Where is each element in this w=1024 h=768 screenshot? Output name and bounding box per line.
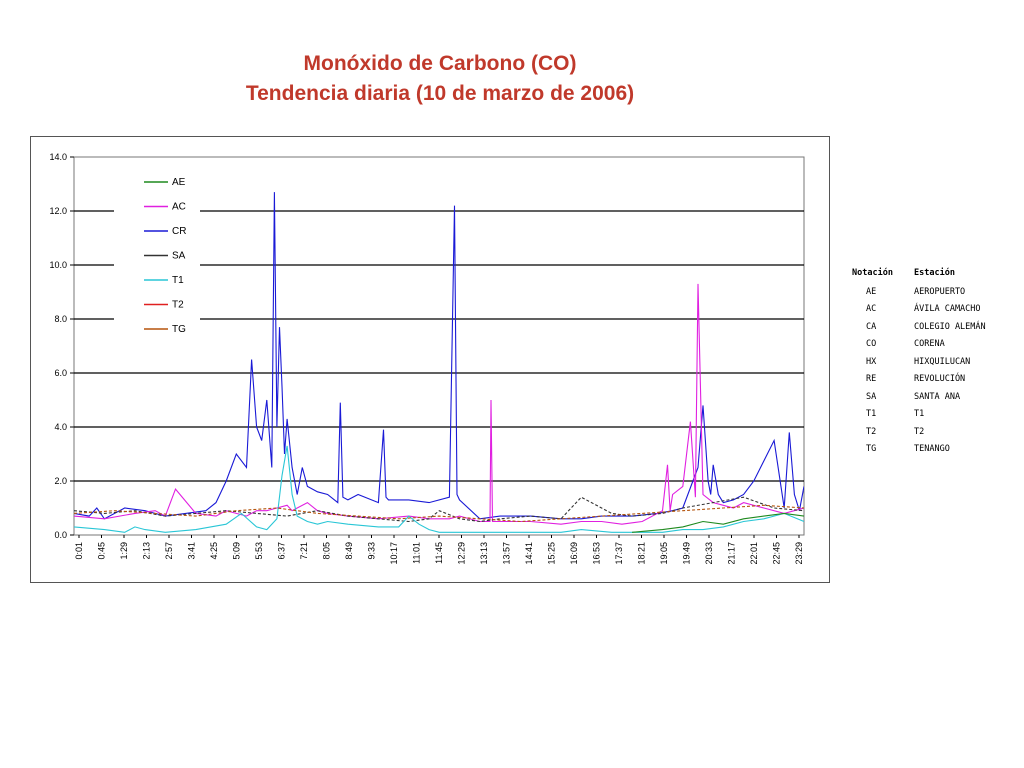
x-tick-label: 21:17 [727,542,737,565]
x-tick-label: 17:37 [614,542,624,565]
reference-row: TG TENANGO [848,441,1018,459]
y-tick-label: 14.0 [49,152,67,162]
x-tick-label: 11:01 [412,542,422,564]
x-tick-label: 15:25 [547,542,557,565]
station-reference-table: Notación Estación AE AEROPUERTO AC ÁVILA CA… [848,268,1018,458]
x-tick-label: 16:53 [592,542,602,565]
legend-label: T2 [172,300,184,311]
series-line-ac [74,283,804,525]
reference-row: AC ÁVILA CAMACHO [848,301,1018,319]
chart-title: Monóxido de Carbono (CO) [303,52,577,75]
x-tick-label: 9:33 [367,542,377,560]
x-tick-label: 2:13 [142,542,152,560]
legend-label: TG [172,324,186,335]
series-line-ae [631,512,804,533]
station-code: SA [866,391,877,402]
station-code: TG [866,444,877,455]
x-tick-label: 20:33 [704,542,714,565]
header-station: Estación [914,268,955,278]
chart-subtitle: Tendencia diaria (10 de marzo de 2006) [245,82,635,105]
station-name: T2 [914,426,925,437]
series-line-sa [74,496,804,523]
reference-row: CA COLEGIO ALEMÁN [848,318,1018,336]
reference-row: RE REVOLUCIÓN [848,371,1018,389]
station-code: T1 [866,409,877,420]
series-line-cr [74,192,804,520]
x-tick-label: 10:17 [389,542,399,565]
x-tick-label: 22:01 [749,542,759,565]
x-tick-label: 13:57 [502,542,512,565]
station-code: HX [866,356,877,367]
x-tick-label: 18:21 [637,542,647,565]
station-code: T2 [866,426,877,437]
x-tick-label: 4:25 [209,542,219,560]
header-notation: Notación [852,268,893,278]
x-tick-label: 7:21 [299,542,309,560]
legend-background [114,162,200,336]
station-code: AC [866,304,877,315]
station-code: AE [866,286,877,297]
y-tick-label: 6.0 [54,368,67,378]
x-tick-label: 11:45 [434,542,444,564]
line-chart: 0.0 2.0 4.0 6.0 8.0 10.0 12.0 14.0 0:01 0:45 1:29 2… [49,152,805,565]
station-name: COLEGIO ALEMÁN [914,321,986,332]
y-tick-label: 0.0 [54,530,67,540]
x-tick-label: 5:09 [232,542,242,560]
x-tick-label: 6:37 [277,542,287,560]
station-name: CORENA [914,339,945,350]
x-tick-label: 0:01 [74,542,84,560]
x-tick-label: 0:45 [97,542,107,560]
station-code: RE [866,374,877,385]
reference-row: T2 T2 [848,423,1018,441]
y-tick-label: 10.0 [49,260,67,270]
x-tick-label: 8:05 [322,542,332,560]
x-tick-label: 14:41 [524,542,534,565]
y-tick-label: 2.0 [54,476,67,486]
y-tick-label: 12.0 [49,206,67,216]
x-tick-label: 16:09 [569,542,579,565]
reference-row: SA SANTA ANA [848,388,1018,406]
reference-row: CO CORENA [848,336,1018,354]
x-tick-label: 19:05 [659,542,669,565]
station-name: HIXQUILUCAN [914,356,971,367]
x-tick-label: 2:57 [164,542,174,560]
x-tick-label: 1:29 [119,542,129,560]
legend-label: CR [172,226,186,237]
station-name: T1 [914,409,925,420]
x-tick-label: 8:49 [344,542,354,560]
x-tick-label: 22:45 [772,542,782,565]
station-code: CO [866,339,877,350]
station-name: ÁVILA CAMACHO [914,304,981,315]
reference-table-header: Notación Estación [848,268,1018,278]
legend-label: T1 [172,275,184,286]
x-tick-label: 5:53 [254,542,264,560]
y-tick-label: 8.0 [54,314,67,324]
legend-label: AE [172,177,186,188]
reference-row: T1 T1 [848,406,1018,424]
station-code: CA [866,321,877,332]
legend-label: SA [172,251,186,262]
legend-label: AC [172,202,186,213]
station-name: SANTA ANA [914,391,961,402]
series-line-tg [74,504,804,523]
y-tick-label: 4.0 [54,422,67,432]
x-tick-label: 12:29 [457,542,467,565]
station-name: AEROPUERTO [914,286,966,297]
x-tick-label: 13:13 [479,542,489,565]
station-name: REVOLUCIÓN [914,374,966,385]
x-tick-label: 3:41 [187,542,197,560]
reference-row: AE AEROPUERTO [848,283,1018,301]
series-line-t1 [74,445,804,533]
station-name: TENANGO [914,444,950,455]
x-tick-label: 19:49 [682,542,692,565]
x-tick-label: 23:29 [794,542,804,565]
reference-row: HX HIXQUILUCAN [848,353,1018,371]
